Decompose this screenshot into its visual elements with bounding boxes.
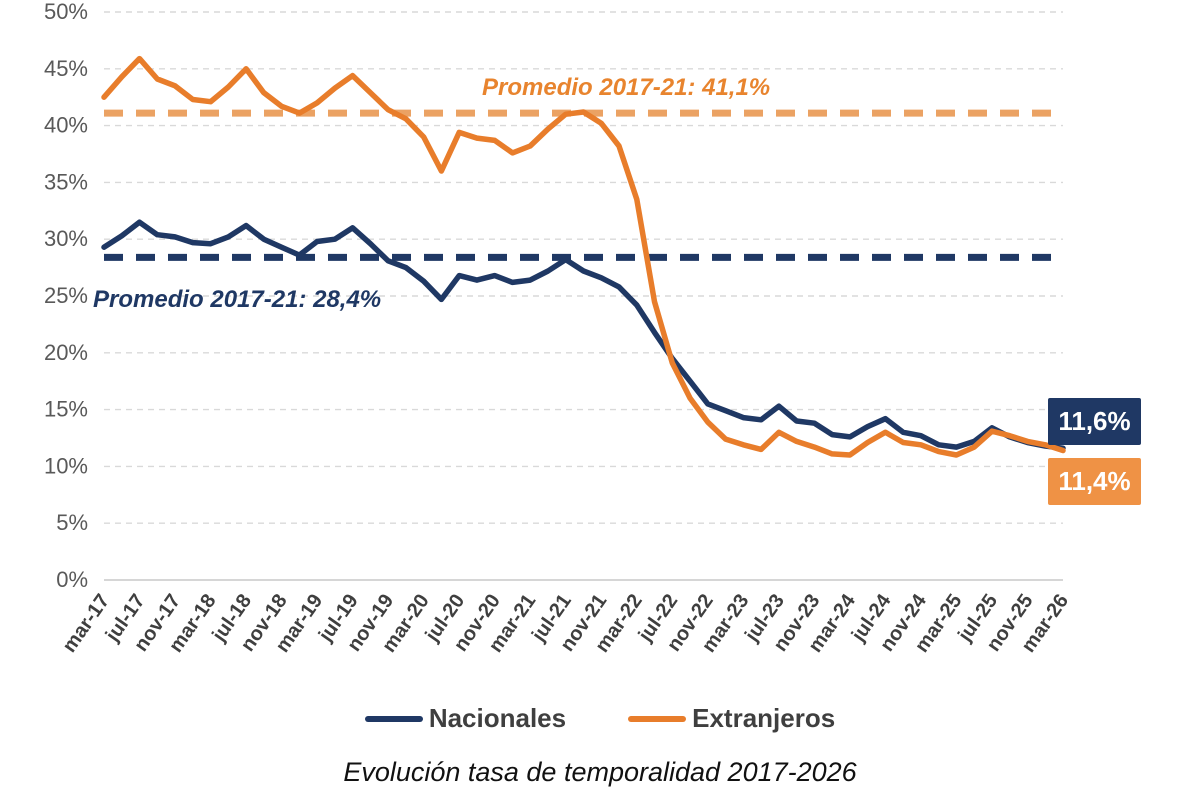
average-annotation-extranjeros: Promedio 2017-21: 41,1% <box>482 74 771 101</box>
y-tick-label: 45% <box>44 56 88 81</box>
series-line-extranjeros <box>101 55 1066 458</box>
end-value-badge-nacionales: 11,6% <box>1048 398 1141 445</box>
y-tick-label: 20% <box>44 340 88 365</box>
legend: Nacionales Extranjeros <box>0 703 1200 734</box>
end-value-badge-extranjeros: 11,4% <box>1048 458 1141 505</box>
legend-item-nacionales: Nacionales <box>364 703 567 734</box>
y-tick-label: 0% <box>56 567 88 592</box>
average-annotation-nacionales: Promedio 2017-21: 28,4% <box>93 286 382 313</box>
chart-caption: Evolución tasa de temporalidad 2017-2026 <box>343 757 857 787</box>
y-tick-label: 5% <box>56 510 88 535</box>
y-tick-label: 35% <box>44 169 88 194</box>
y-tick-label: 10% <box>44 453 88 478</box>
legend-item-extranjeros: Extranjeros <box>628 703 835 734</box>
legend-line-swatch-extranjeros <box>628 715 687 722</box>
series-line-nacionales <box>101 219 1066 451</box>
legend-label-nacionales: Nacionales <box>428 703 567 733</box>
legend-line-swatch-nacionales <box>364 715 423 722</box>
x-tick-label: mar-17 <box>58 590 114 656</box>
y-tick-label: 30% <box>44 226 88 251</box>
y-tick-label: 25% <box>44 283 88 308</box>
legend-label-extranjeros: Extranjeros <box>692 703 836 733</box>
y-tick-label: 40% <box>44 113 88 138</box>
y-tick-label: 15% <box>44 397 88 422</box>
y-tick-label: 50% <box>44 0 88 24</box>
